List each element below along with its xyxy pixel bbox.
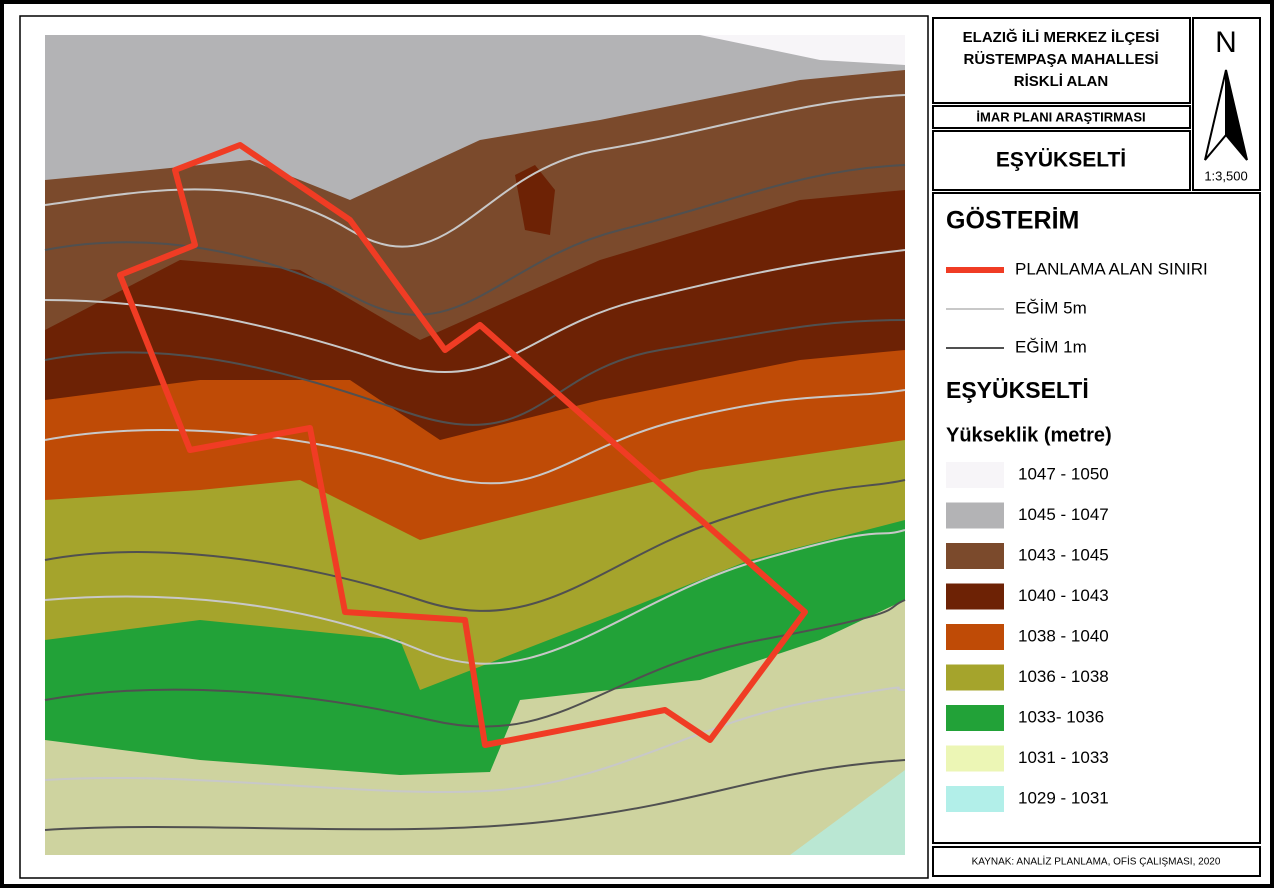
source: KAYNAK: ANALİZ PLANLAMA, OFİS ÇALIŞMASI,… xyxy=(972,855,1221,868)
page: { "header": { "title_lines": ["ELAZIĞ İL… xyxy=(0,0,1274,888)
legend-class-label: 1045 - 1047 xyxy=(1018,505,1109,524)
legend-class-label: 1029 - 1031 xyxy=(1018,788,1109,807)
legend-class-label: 1038 - 1040 xyxy=(1018,626,1109,645)
legend-class-label: 1033- 1036 xyxy=(1018,707,1104,726)
legend-swatch xyxy=(946,462,1004,488)
legend-swatch xyxy=(946,543,1004,569)
elevation-subtitle: Yükseklik (metre) xyxy=(946,424,1112,446)
map xyxy=(45,35,905,855)
north-label: N xyxy=(1215,26,1237,59)
legend-class-label: 1031 - 1033 xyxy=(1018,748,1109,767)
legend-line-label: PLANLAMA ALAN SINIRI xyxy=(1015,259,1208,278)
legend-class-label: 1040 - 1043 xyxy=(1018,586,1109,605)
scale: 1:3,500 xyxy=(1204,168,1247,183)
elevation-title: EŞYÜKSELTİ xyxy=(946,377,1089,403)
legend-swatch xyxy=(946,503,1004,529)
legend-swatch xyxy=(946,746,1004,772)
legend-line-label: EĞİM 5m xyxy=(1015,298,1087,317)
title-line: ELAZIĞ İLİ MERKEZ İLÇESİ xyxy=(963,28,1160,46)
map-title: EŞYÜKSELTİ xyxy=(996,149,1126,172)
legend-class-label: 1047 - 1050 xyxy=(1018,464,1109,483)
legend-class-label: 1043 - 1045 xyxy=(1018,545,1109,564)
title-line: RİSKLİ ALAN xyxy=(1014,73,1108,90)
legend-class-label: 1036 - 1038 xyxy=(1018,667,1109,686)
legend-swatch xyxy=(946,705,1004,731)
subtitle: İMAR PLANI ARAŞTIRMASI xyxy=(976,109,1145,124)
legend-swatch xyxy=(946,665,1004,691)
legend-line-label: EĞİM 1m xyxy=(1015,337,1087,356)
title-line: RÜSTEMPAŞA MAHALLESİ xyxy=(964,51,1159,68)
map-layout: ELAZIĞ İLİ MERKEZ İLÇESİ RÜSTEMPAŞA MAHA… xyxy=(0,0,1274,888)
legend-swatch xyxy=(946,624,1004,650)
legend-title: GÖSTERİM xyxy=(946,206,1079,235)
legend-swatch xyxy=(946,786,1004,812)
legend-swatch xyxy=(946,584,1004,610)
